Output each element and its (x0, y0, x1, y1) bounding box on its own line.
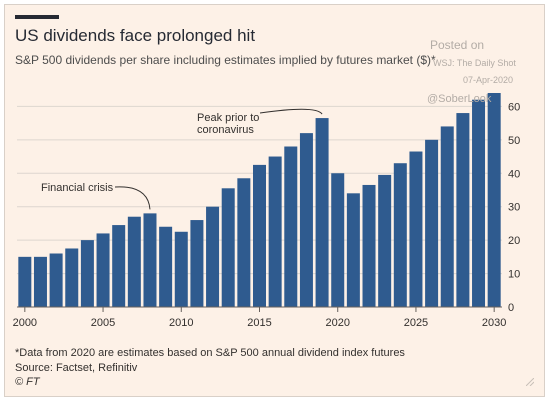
bar-2024 (393, 163, 407, 307)
x-tick-label-2025: 2025 (404, 317, 428, 329)
bar-2027 (440, 126, 454, 307)
bar-2023 (378, 174, 392, 307)
y-tick-label-40: 40 (508, 168, 520, 180)
chart-subtitle: S&P 500 dividends per share including es… (15, 53, 436, 67)
source-note: Source: Factset, Refinitiv (15, 362, 138, 374)
watermark-date: 07-Apr-2020 (463, 75, 514, 85)
watermark-handle: @SoberLook (427, 93, 492, 105)
bars (18, 93, 501, 307)
bar-2017 (284, 146, 298, 307)
bar-2003 (65, 248, 79, 307)
bar-2021 (346, 193, 360, 307)
y-tick-label-20: 20 (508, 235, 520, 247)
bar-2022 (362, 184, 376, 307)
bar-2009 (159, 226, 173, 307)
bar-2010 (174, 231, 188, 307)
title-accent-bar (15, 15, 59, 19)
bar-2005 (96, 233, 110, 307)
resize-grip-icon (526, 378, 534, 386)
bar-2008 (143, 213, 157, 307)
bar-2004 (80, 240, 94, 307)
x-tick-label-2030: 2030 (482, 317, 506, 329)
x-tick-label-2005: 2005 (91, 317, 115, 329)
footnote: *Data from 2020 are estimates based on S… (15, 347, 405, 359)
x-tick-label-2020: 2020 (325, 317, 349, 329)
annotation-financial-crisis-leader (114, 186, 151, 210)
annotation-financial-crisis: Financial crisis (41, 182, 114, 194)
bar-2014 (237, 178, 251, 307)
bar-2016 (268, 156, 282, 307)
bar-2000 (18, 256, 32, 307)
bar-2012 (206, 206, 220, 307)
y-tick-label-60: 60 (508, 101, 520, 113)
bar-2028 (456, 113, 470, 307)
bar-2019 (315, 118, 329, 307)
y-tick-label-50: 50 (508, 135, 520, 147)
annotation-peak-line-1: Peak prior to (197, 112, 259, 124)
bar-2011 (190, 220, 204, 307)
bar-2025 (409, 151, 423, 307)
y-tick-label-30: 30 (508, 202, 520, 214)
x-tick-label-2000: 2000 (13, 317, 37, 329)
y-tick-label-10: 10 (508, 269, 520, 281)
bar-2013 (221, 188, 235, 307)
bar-2020 (331, 173, 345, 307)
chart-frame: US dividends face prolonged hit S&P 500 … (4, 4, 545, 397)
x-tick-label-2015: 2015 (247, 317, 271, 329)
copyright-note: © FT (15, 376, 40, 388)
bar-2026 (425, 139, 439, 307)
bar-2018 (299, 133, 313, 307)
watermark-posted-on: Posted on (430, 38, 485, 52)
bar-2007 (127, 216, 141, 307)
bar-2029 (472, 99, 486, 307)
bar-2015 (253, 164, 266, 307)
y-tick-label-0: 0 (508, 302, 514, 314)
bar-2006 (112, 225, 126, 307)
bar-2001 (33, 256, 47, 307)
bar-2030 (487, 93, 501, 307)
chart-title: US dividends face prolonged hit (15, 26, 256, 45)
annotation-peak-leader (259, 108, 323, 115)
watermark-source: WSJ: The Daily Shot (433, 58, 516, 68)
bar-2002 (49, 253, 63, 307)
x-tick-label-2010: 2010 (169, 317, 193, 329)
annotation-peak-line-2: coronavirus (197, 124, 254, 136)
